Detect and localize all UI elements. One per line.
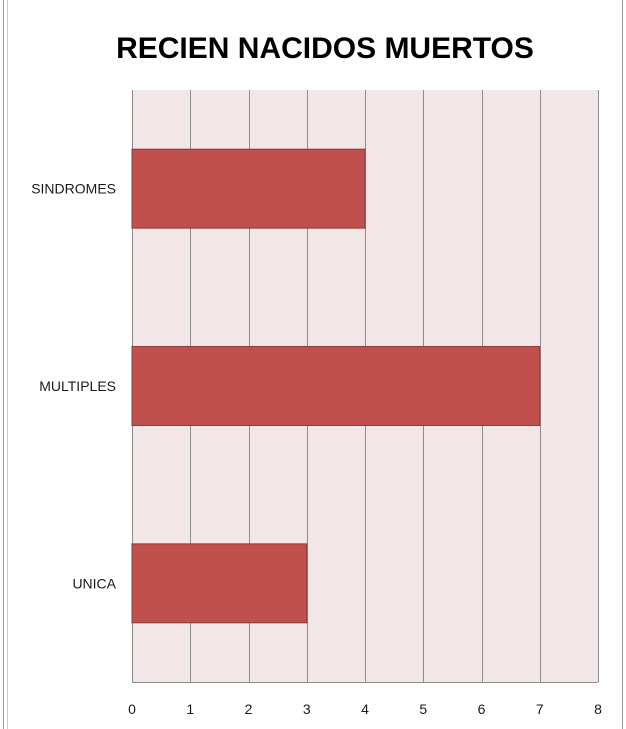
x-tick-label: 4	[361, 701, 369, 717]
bar-multiples	[131, 346, 541, 426]
category-label: SINDROMES	[31, 181, 116, 197]
x-tick-label: 8	[594, 701, 602, 717]
x-tick-label: 7	[536, 701, 544, 717]
bars	[131, 148, 541, 624]
category-label: MULTIPLES	[39, 378, 116, 394]
x-axis-tick-labels: 0 1 2 3 4 5 6 7 8	[128, 701, 602, 717]
x-tick-label: 2	[245, 701, 253, 717]
bar-sindromes	[131, 148, 366, 229]
category-labels: SINDROMES MULTIPLES UNICA	[31, 181, 116, 592]
x-tick-label: 6	[478, 701, 486, 717]
bar-unica	[131, 543, 308, 624]
category-label: UNICA	[72, 575, 116, 591]
chart-title: RECIEN NACIDOS MUERTOS	[116, 32, 534, 65]
x-tick-label: 0	[128, 701, 136, 717]
x-tick-label: 3	[303, 701, 311, 717]
x-tick-label: 5	[419, 701, 427, 717]
x-tick-label: 1	[186, 701, 194, 717]
